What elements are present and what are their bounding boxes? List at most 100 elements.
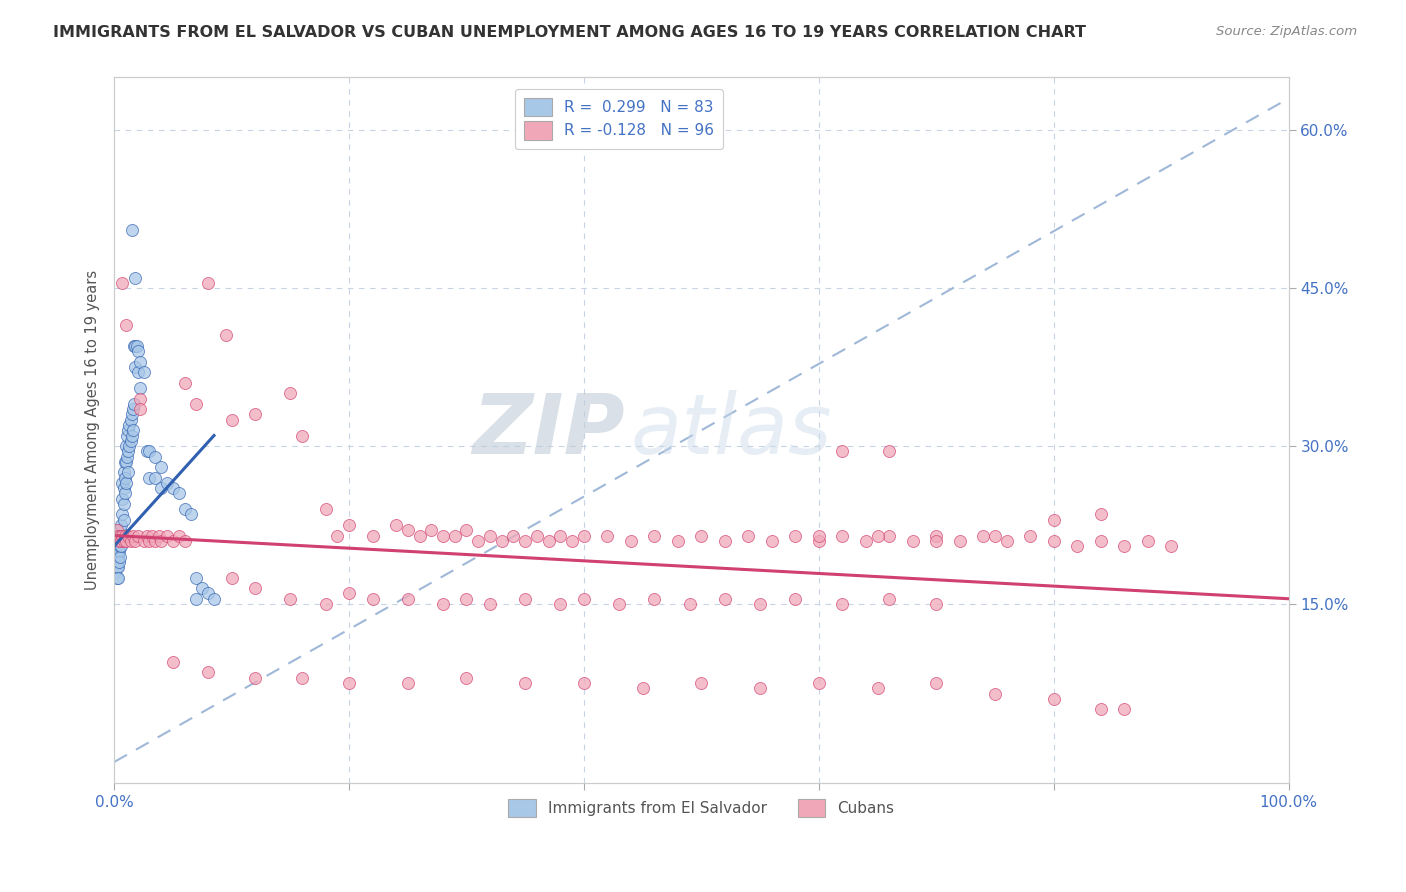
Point xyxy=(104,544,127,558)
Point xyxy=(408,528,430,542)
Point xyxy=(132,533,155,548)
Point xyxy=(121,428,143,442)
Point xyxy=(337,518,360,533)
Point xyxy=(105,549,128,564)
Point xyxy=(831,597,853,611)
Point xyxy=(515,591,537,606)
Point xyxy=(105,544,128,558)
Point xyxy=(104,560,127,574)
Point xyxy=(173,502,195,516)
Text: atlas: atlas xyxy=(631,390,832,471)
Point xyxy=(197,276,219,290)
Point xyxy=(111,528,134,542)
Text: Source: ZipAtlas.com: Source: ZipAtlas.com xyxy=(1216,25,1357,38)
Point xyxy=(107,528,129,542)
Point xyxy=(1042,533,1064,548)
Point xyxy=(678,597,700,611)
Point xyxy=(143,533,166,548)
Point xyxy=(620,533,643,548)
Point xyxy=(315,597,337,611)
Point xyxy=(515,676,537,690)
Point xyxy=(143,470,166,484)
Point xyxy=(118,417,141,432)
Point xyxy=(1090,702,1112,716)
Point xyxy=(110,533,132,548)
Point xyxy=(107,549,129,564)
Point xyxy=(561,533,583,548)
Point xyxy=(117,423,139,437)
Point xyxy=(186,397,208,411)
Point xyxy=(337,676,360,690)
Point xyxy=(115,475,138,490)
Point xyxy=(156,528,179,542)
Point xyxy=(122,423,145,437)
Point xyxy=(243,581,266,595)
Point xyxy=(666,533,689,548)
Point xyxy=(112,533,135,548)
Point xyxy=(197,665,219,680)
Point xyxy=(107,571,129,585)
Point xyxy=(150,481,173,495)
Point xyxy=(162,655,184,669)
Point xyxy=(1042,691,1064,706)
Point xyxy=(502,528,524,542)
Point xyxy=(572,591,595,606)
Point xyxy=(122,397,145,411)
Point xyxy=(690,676,713,690)
Point xyxy=(173,533,195,548)
Point xyxy=(110,518,132,533)
Point xyxy=(749,597,772,611)
Point xyxy=(114,470,136,484)
Point xyxy=(117,466,139,480)
Point xyxy=(111,491,134,506)
Point xyxy=(138,533,160,548)
Point xyxy=(108,528,131,542)
Point xyxy=(984,686,1007,700)
Point xyxy=(162,481,184,495)
Point xyxy=(877,591,900,606)
Point xyxy=(107,539,129,553)
Point xyxy=(112,497,135,511)
Point xyxy=(167,486,190,500)
Point xyxy=(136,528,159,542)
Point xyxy=(108,533,131,548)
Point xyxy=(831,528,853,542)
Point xyxy=(108,528,131,542)
Point xyxy=(396,523,419,537)
Point xyxy=(104,566,127,580)
Point xyxy=(108,533,131,548)
Point xyxy=(866,528,889,542)
Point xyxy=(105,539,128,553)
Point xyxy=(118,439,141,453)
Point xyxy=(785,528,807,542)
Point xyxy=(278,591,301,606)
Point xyxy=(901,533,924,548)
Point xyxy=(105,571,128,585)
Point xyxy=(138,444,160,458)
Point xyxy=(129,355,152,369)
Point xyxy=(115,533,138,548)
Point xyxy=(108,555,131,569)
Point xyxy=(866,681,889,696)
Point xyxy=(125,339,148,353)
Point xyxy=(761,533,783,548)
Point xyxy=(156,475,179,490)
Point xyxy=(478,528,501,542)
Point xyxy=(104,549,127,564)
Point xyxy=(124,270,146,285)
Point xyxy=(120,434,142,448)
Point xyxy=(550,597,572,611)
Point xyxy=(186,591,208,606)
Point xyxy=(1136,533,1159,548)
Y-axis label: Unemployment Among Ages 16 to 19 years: Unemployment Among Ages 16 to 19 years xyxy=(86,270,100,591)
Point xyxy=(124,533,146,548)
Point xyxy=(243,671,266,685)
Point xyxy=(114,528,136,542)
Point xyxy=(132,365,155,379)
Point xyxy=(291,428,314,442)
Point xyxy=(180,508,202,522)
Text: IMMIGRANTS FROM EL SALVADOR VS CUBAN UNEMPLOYMENT AMONG AGES 16 TO 19 YEARS CORR: IMMIGRANTS FROM EL SALVADOR VS CUBAN UNE… xyxy=(53,25,1087,40)
Point xyxy=(925,533,948,548)
Point xyxy=(186,571,208,585)
Point xyxy=(478,597,501,611)
